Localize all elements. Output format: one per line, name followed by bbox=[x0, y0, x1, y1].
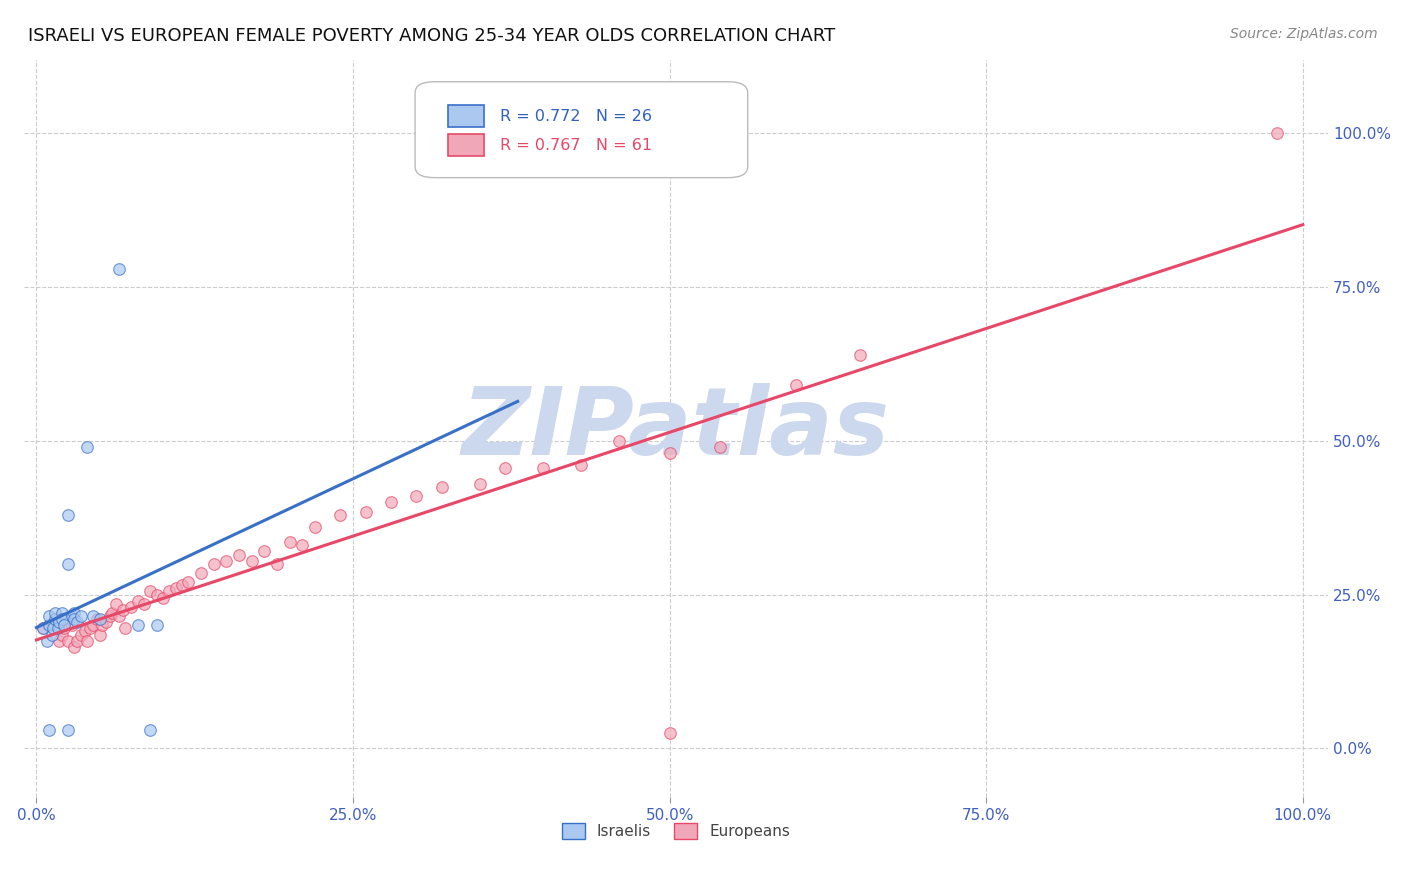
Point bbox=[38, 609, 60, 624]
Point bbox=[329, 508, 352, 522]
Text: R = 0.767   N = 61: R = 0.767 N = 61 bbox=[501, 137, 652, 153]
FancyBboxPatch shape bbox=[447, 134, 484, 156]
Point bbox=[51, 612, 73, 626]
Point bbox=[86, 612, 108, 626]
Point bbox=[46, 621, 69, 635]
Point bbox=[66, 615, 89, 630]
Point bbox=[63, 612, 86, 626]
Point bbox=[145, 618, 167, 632]
Point bbox=[107, 609, 129, 624]
Point bbox=[291, 538, 314, 552]
Point bbox=[228, 548, 250, 562]
Point bbox=[94, 615, 117, 630]
Point bbox=[114, 621, 136, 635]
Point bbox=[127, 618, 149, 632]
Point bbox=[60, 609, 83, 624]
Point bbox=[139, 584, 162, 599]
Point bbox=[73, 624, 96, 639]
Point bbox=[190, 566, 212, 580]
Point bbox=[159, 584, 181, 599]
Point bbox=[215, 554, 238, 568]
Point bbox=[56, 723, 79, 737]
Point bbox=[63, 640, 86, 654]
Point bbox=[51, 606, 73, 620]
Point bbox=[76, 633, 98, 648]
Point bbox=[1267, 127, 1289, 141]
Point bbox=[132, 597, 155, 611]
Point bbox=[430, 480, 453, 494]
Point bbox=[53, 621, 76, 635]
Point bbox=[31, 621, 53, 635]
Point bbox=[44, 612, 66, 626]
Point bbox=[111, 603, 134, 617]
Point bbox=[240, 554, 263, 568]
Point bbox=[51, 627, 73, 641]
Point bbox=[202, 557, 225, 571]
Point bbox=[405, 489, 427, 503]
Point bbox=[253, 544, 276, 558]
Point bbox=[38, 618, 60, 632]
Point bbox=[82, 609, 104, 624]
Point bbox=[69, 627, 91, 641]
Point bbox=[31, 621, 53, 635]
Point bbox=[56, 557, 79, 571]
Point bbox=[66, 633, 89, 648]
Text: R = 0.772   N = 26: R = 0.772 N = 26 bbox=[501, 109, 652, 124]
Point bbox=[56, 633, 79, 648]
FancyBboxPatch shape bbox=[447, 105, 484, 128]
Point bbox=[607, 434, 630, 448]
Point bbox=[266, 557, 288, 571]
Point bbox=[658, 726, 681, 740]
Point bbox=[172, 578, 194, 592]
Point bbox=[304, 520, 326, 534]
Point bbox=[63, 606, 86, 620]
Text: ISRAELI VS EUROPEAN FEMALE POVERTY AMONG 25-34 YEAR OLDS CORRELATION CHART: ISRAELI VS EUROPEAN FEMALE POVERTY AMONG… bbox=[28, 27, 835, 45]
Point bbox=[60, 618, 83, 632]
Point bbox=[101, 606, 124, 620]
Point bbox=[152, 591, 174, 605]
Point bbox=[48, 633, 70, 648]
Point bbox=[44, 612, 66, 626]
Point bbox=[145, 588, 167, 602]
Point bbox=[278, 535, 301, 549]
Point bbox=[848, 348, 870, 362]
Point bbox=[79, 621, 101, 635]
Point bbox=[91, 618, 114, 632]
Text: ZIPatlas: ZIPatlas bbox=[463, 383, 890, 475]
Point bbox=[494, 461, 516, 475]
Point bbox=[105, 597, 128, 611]
Text: Source: ZipAtlas.com: Source: ZipAtlas.com bbox=[1230, 27, 1378, 41]
Point bbox=[354, 504, 377, 518]
Point bbox=[56, 508, 79, 522]
Point bbox=[38, 618, 60, 632]
Legend: Israelis, Europeans: Israelis, Europeans bbox=[555, 817, 796, 845]
FancyBboxPatch shape bbox=[415, 82, 748, 178]
Point bbox=[107, 261, 129, 276]
Point bbox=[468, 476, 491, 491]
Point bbox=[48, 615, 70, 630]
Point bbox=[35, 633, 58, 648]
Point bbox=[82, 618, 104, 632]
Point bbox=[709, 440, 731, 454]
Point bbox=[380, 495, 402, 509]
Point bbox=[785, 378, 807, 392]
Point bbox=[89, 612, 111, 626]
Point bbox=[569, 458, 592, 473]
Point bbox=[38, 723, 60, 737]
Point bbox=[42, 621, 65, 635]
Point bbox=[89, 627, 111, 641]
Point bbox=[69, 609, 91, 624]
Point bbox=[98, 609, 121, 624]
Point bbox=[120, 599, 142, 614]
Point bbox=[139, 723, 162, 737]
Point bbox=[531, 461, 554, 475]
Point bbox=[165, 582, 187, 596]
Point bbox=[658, 446, 681, 460]
Point bbox=[44, 606, 66, 620]
Point bbox=[41, 627, 63, 641]
Point bbox=[177, 575, 200, 590]
Point bbox=[127, 593, 149, 607]
Point bbox=[76, 440, 98, 454]
Point bbox=[53, 618, 76, 632]
